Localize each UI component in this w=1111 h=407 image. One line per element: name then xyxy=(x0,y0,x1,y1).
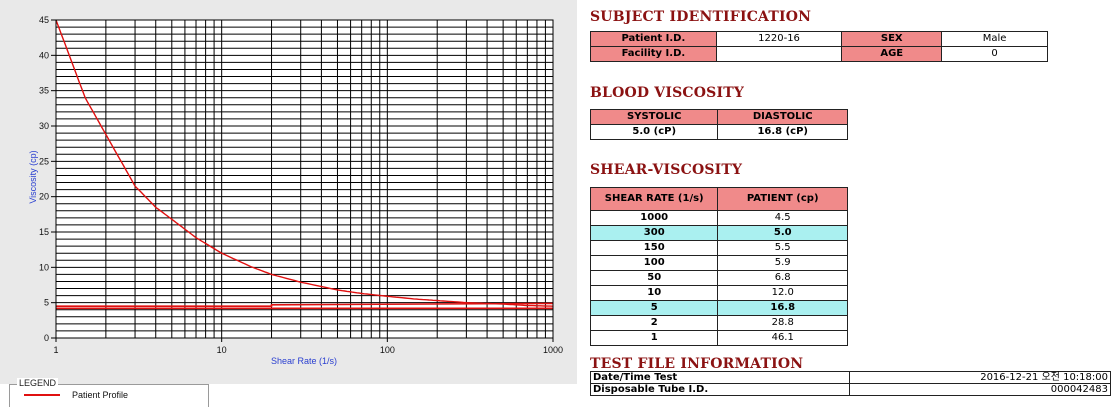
patient-value-cell: 5.0 xyxy=(717,225,848,241)
patient-value-cell: 12.0 xyxy=(717,285,848,301)
patient-value-cell: 46.1 xyxy=(717,330,848,346)
shear-rate-cell: 150 xyxy=(589,240,719,256)
shear-rate-cell: 1 xyxy=(589,330,719,346)
facility-id-label: Facility I.D. xyxy=(590,46,717,62)
y-tick-label: 40 xyxy=(39,50,49,60)
shear-viscosity-title: SHEAR-VISCOSITY xyxy=(590,162,743,178)
legend-label-patient-profile: Patient Profile xyxy=(72,390,129,400)
patient-value-cell: 5.5 xyxy=(717,240,848,256)
shear-rate-cell: 10 xyxy=(589,285,719,301)
shear-row: 50 6.8 xyxy=(589,270,848,286)
grid-layer xyxy=(56,20,553,338)
patient-value-cell: 16.8 xyxy=(717,300,848,316)
shear-row: 150 5.5 xyxy=(589,240,848,256)
y-tick-label: 0 xyxy=(44,333,49,343)
subject-identification-title: SUBJECT IDENTIFICATION xyxy=(590,9,812,25)
x-tick-label: 100 xyxy=(380,345,395,355)
patient-value-cell: 5.9 xyxy=(717,255,848,271)
blood-viscosity-title: BLOOD VISCOSITY xyxy=(590,85,745,101)
tube-id-value: 000042483 xyxy=(849,383,1111,396)
shear-rate-cell: 1000 xyxy=(589,210,719,226)
shear-rate-cell: 2 xyxy=(589,315,719,331)
y-tick-label: 10 xyxy=(39,262,49,272)
date-time-label: Date/Time Test xyxy=(590,371,850,384)
legend-box: LEGEND Patient Profile xyxy=(9,378,209,407)
shear-row: 1000 4.5 xyxy=(589,210,848,226)
series-layer xyxy=(55,19,554,310)
y-axis-label: Viscosity (cp) xyxy=(28,150,38,203)
viscosity-chart: 0 5 10 15 20 25 30 35 40 45 1 10 100 1000 Shear Rate … xyxy=(0,0,577,407)
y-tick-label: 25 xyxy=(39,156,49,166)
shear-viscosity-table: SHEAR RATE (1/s) PATIENT (cp) 1000 4.5 300… xyxy=(589,187,848,346)
report-panel: SUBJECT IDENTIFICATION Patient I.D. 1220… xyxy=(589,0,1111,406)
x-tick-label: 10 xyxy=(217,345,227,355)
shear-row: 100 5.9 xyxy=(589,255,848,271)
x-tick-label: 1 xyxy=(53,345,58,355)
tube-id-label: Disposable Tube I.D. xyxy=(590,383,850,396)
date-time-value: 2016-12-21 오전 10:18:00 xyxy=(849,371,1111,384)
y-tick-label: 20 xyxy=(39,192,49,202)
shear-row: 2 28.8 xyxy=(589,315,848,331)
shear-rate-cell: 5 xyxy=(589,300,719,316)
patient-value-cell: 4.5 xyxy=(717,210,848,226)
series-line-2 xyxy=(56,302,554,308)
age-label: AGE xyxy=(841,46,943,62)
plot-area xyxy=(56,20,553,338)
patient-value-cell: 28.8 xyxy=(717,315,848,331)
shear-rate-cell: 50 xyxy=(589,270,719,286)
x-axis-label: Shear Rate (1/s) xyxy=(271,356,337,366)
y-tick-label: 35 xyxy=(39,86,49,96)
patient-id-value: 1220-16 xyxy=(715,31,843,47)
series-line-0 xyxy=(55,19,554,307)
subject-table: Patient I.D. 1220-16 SEX Male Facility I… xyxy=(590,31,1048,62)
legend-title: LEGEND xyxy=(17,378,59,388)
plot-border xyxy=(55,19,554,339)
test-file-information-title: TEST FILE INFORMATION xyxy=(590,356,804,372)
patient-value-cell: 6.8 xyxy=(717,270,848,286)
test-file-table: Date/Time Test 2016-12-21 오전 10:18:00 Di… xyxy=(590,371,1111,396)
shear-rate-header: SHEAR RATE (1/s) xyxy=(589,187,719,211)
y-tick-label: 15 xyxy=(39,227,49,237)
x-tick-label: 1000 xyxy=(543,345,563,355)
y-tick-label: 30 xyxy=(39,121,49,131)
patient-id-label: Patient I.D. xyxy=(590,31,717,47)
shear-row: 300 5.0 xyxy=(589,225,848,241)
sex-value: Male xyxy=(941,31,1048,47)
sex-label: SEX xyxy=(841,31,943,47)
shear-rows: 1000 4.5 300 5.0 150 5.5 100 5.9 50 6.8 10 12.0 5 16.… xyxy=(589,210,848,346)
shear-rate-cell: 300 xyxy=(589,225,719,241)
age-value: 0 xyxy=(941,46,1048,62)
shear-rate-cell: 100 xyxy=(589,255,719,271)
shear-row: 5 16.8 xyxy=(589,300,848,316)
facility-id-value xyxy=(715,46,843,62)
shear-row: 1 46.1 xyxy=(589,330,848,346)
diastolic-value: 16.8 (cP) xyxy=(717,124,848,140)
chart-svg: 0 5 10 15 20 25 30 35 40 45 1 10 100 1000 Shear Rate … xyxy=(0,0,577,384)
patient-cp-header: PATIENT (cp) xyxy=(717,187,848,211)
systolic-value: 5.0 (cP) xyxy=(589,124,719,140)
legend-swatch-patient-profile xyxy=(24,394,60,396)
blood-viscosity-table: SYSTOLIC DIASTOLIC 5.0 (cP) 16.8 (cP) xyxy=(589,109,848,140)
y-tick-label: 5 xyxy=(44,298,49,308)
systolic-label: SYSTOLIC xyxy=(589,109,719,125)
diastolic-label: DIASTOLIC xyxy=(717,109,848,125)
y-tick-label: 45 xyxy=(39,15,49,25)
tick-layer: 0 5 10 15 20 25 30 35 40 45 1 10 100 1000 xyxy=(39,15,563,355)
shear-row: 10 12.0 xyxy=(589,285,848,301)
